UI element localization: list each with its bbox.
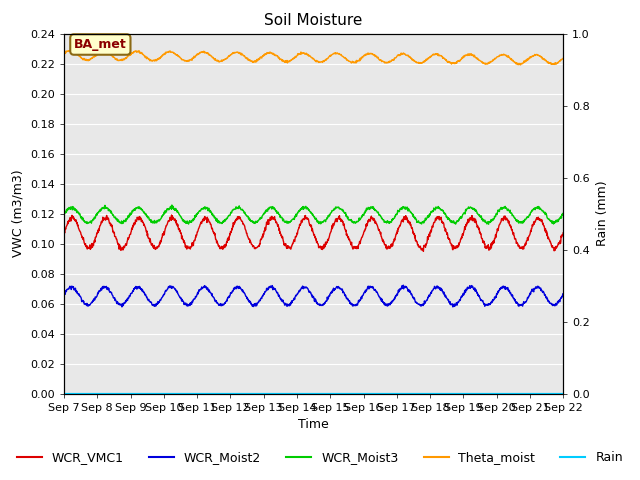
- Text: BA_met: BA_met: [74, 38, 127, 51]
- Y-axis label: VWC (m3/m3): VWC (m3/m3): [12, 170, 24, 257]
- Title: Soil Moisture: Soil Moisture: [264, 13, 363, 28]
- Y-axis label: Rain (mm): Rain (mm): [596, 181, 609, 246]
- Legend: WCR_VMC1, WCR_Moist2, WCR_Moist3, Theta_moist, Rain: WCR_VMC1, WCR_Moist2, WCR_Moist3, Theta_…: [12, 446, 628, 469]
- X-axis label: Time: Time: [298, 418, 329, 431]
